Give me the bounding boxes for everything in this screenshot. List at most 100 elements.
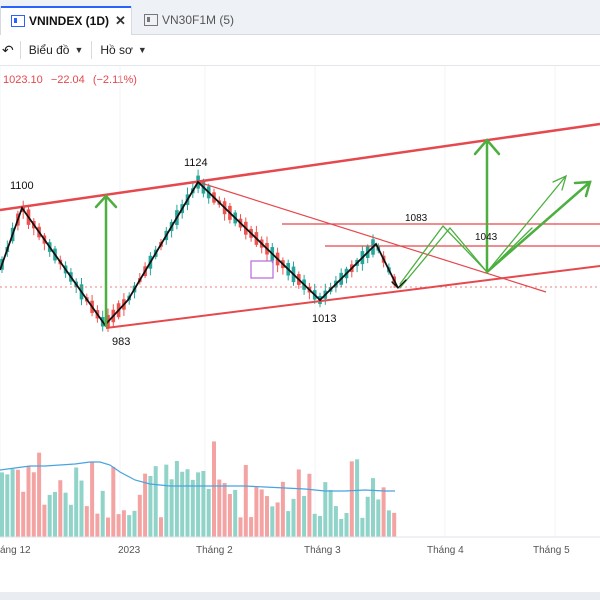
legend-change-pct: (−2.11%) bbox=[92, 74, 137, 86]
volume-bar bbox=[371, 478, 375, 537]
volume-bar bbox=[365, 496, 370, 537]
highlight-box bbox=[250, 260, 274, 279]
projection-arrows bbox=[94, 138, 592, 328]
volume-bar bbox=[275, 502, 280, 537]
volume-bar bbox=[286, 511, 291, 537]
annotation-1100: 1100 bbox=[10, 180, 34, 192]
volume-bar bbox=[79, 480, 84, 537]
tab-vnindex[interactable]: VNINDEX (1D) ✕ bbox=[0, 6, 132, 35]
volume-bar bbox=[174, 460, 179, 537]
x-axis-labels: áng 12 2023 Tháng 2 Tháng 3 Tháng 4 Thán… bbox=[0, 545, 570, 556]
volume-bar bbox=[148, 475, 153, 537]
volume-bar bbox=[185, 469, 190, 537]
x-tick-label: Tháng 5 bbox=[533, 545, 570, 556]
volume-bar bbox=[37, 452, 42, 537]
chart-icon bbox=[11, 15, 25, 27]
volume-bar bbox=[312, 513, 317, 537]
volume-bar bbox=[100, 490, 105, 537]
volume-bar bbox=[84, 506, 89, 537]
volume-bar bbox=[106, 517, 110, 537]
volume-bar bbox=[227, 493, 232, 537]
volume-bar bbox=[333, 506, 338, 537]
lower-trendline bbox=[105, 265, 600, 329]
volume-bar bbox=[164, 464, 169, 537]
volume-bar bbox=[53, 491, 57, 537]
volume-bar bbox=[26, 465, 31, 537]
volume-bar bbox=[291, 498, 296, 537]
price-chart[interactable]: 1100 1124 983 1013 1083 1043 áng 12 2023… bbox=[0, 66, 600, 592]
volume-bar bbox=[296, 469, 301, 537]
bottom-scrollbar[interactable] bbox=[0, 592, 600, 600]
volume-bar bbox=[31, 472, 36, 537]
volume-bar bbox=[280, 481, 285, 537]
volume-bar bbox=[339, 518, 344, 537]
volume-bar bbox=[196, 472, 201, 537]
annotation-1013: 1013 bbox=[312, 313, 336, 325]
volume-bar bbox=[42, 504, 47, 537]
candles bbox=[0, 169, 396, 332]
annotation-1083: 1083 bbox=[405, 213, 428, 224]
tab-vn30f1m[interactable]: VN30F1M (5) bbox=[134, 6, 244, 34]
volume-bar bbox=[381, 487, 386, 537]
annotation-1124: 1124 bbox=[184, 157, 208, 169]
x-tick-label: áng 12 bbox=[0, 545, 31, 556]
volume-bar bbox=[153, 466, 158, 537]
annotation-1043: 1043 bbox=[475, 232, 498, 243]
tab-label: VNINDEX (1D) bbox=[29, 14, 110, 28]
volume-bar bbox=[206, 488, 211, 537]
x-tick-label: Tháng 2 bbox=[196, 545, 233, 556]
annotation-983: 983 bbox=[112, 336, 130, 348]
volume-bar bbox=[233, 489, 238, 537]
tab-label: VN30F1M (5) bbox=[162, 13, 235, 27]
volume-bar bbox=[217, 479, 222, 537]
price-annotations: 1100 1124 983 1013 1083 1043 bbox=[10, 157, 498, 348]
volume-bar bbox=[159, 517, 163, 537]
volume-bar bbox=[386, 510, 391, 537]
volume-bar bbox=[265, 496, 269, 537]
volume-bar bbox=[127, 515, 132, 537]
grid bbox=[0, 66, 556, 537]
x-tick-label: Tháng 3 bbox=[304, 545, 341, 556]
volume-bar bbox=[270, 506, 275, 537]
volume-bar bbox=[238, 517, 243, 537]
volume-bar bbox=[58, 480, 63, 537]
pattern-zigzag bbox=[0, 180, 399, 327]
volume-bar bbox=[243, 464, 248, 537]
volume-bar bbox=[307, 473, 312, 537]
volume-ma-line bbox=[0, 461, 395, 492]
volume-bars bbox=[0, 441, 397, 537]
undo-icon[interactable]: ↶ bbox=[2, 41, 14, 58]
chart-menu-button[interactable]: Biểu đồ ▼ bbox=[28, 43, 84, 57]
volume-bar bbox=[259, 489, 264, 537]
volume-bar bbox=[201, 470, 206, 537]
close-icon[interactable]: ✕ bbox=[115, 13, 126, 28]
volume-bar bbox=[68, 504, 73, 537]
volume-bar bbox=[132, 510, 137, 537]
volume-bar bbox=[5, 474, 10, 537]
profile-menu-button[interactable]: Hồ sơ ▼ bbox=[100, 43, 147, 57]
x-tick-label: 2023 bbox=[118, 545, 141, 556]
volume-bar bbox=[116, 514, 121, 537]
volume-bar bbox=[15, 469, 20, 537]
volume-bar bbox=[344, 513, 349, 537]
legend-change: −22.04 bbox=[50, 74, 85, 86]
x-tick-label: Tháng 4 bbox=[427, 545, 464, 556]
volume-bar bbox=[254, 486, 259, 537]
volume-bar bbox=[318, 515, 322, 537]
legend-price: 1023.10 bbox=[3, 74, 43, 86]
volume-bar bbox=[47, 494, 52, 537]
upper-trendline bbox=[0, 122, 600, 212]
volume-bar bbox=[143, 473, 148, 537]
volume-bar bbox=[0, 472, 4, 537]
tab-bar: VNINDEX (1D) ✕ VN30F1M (5) bbox=[0, 0, 600, 35]
volume-bar bbox=[63, 492, 68, 537]
volume-bar bbox=[169, 479, 174, 537]
volume-bar bbox=[212, 441, 216, 537]
volume-bar bbox=[360, 517, 365, 537]
volume-bar bbox=[190, 479, 195, 537]
volume-bar bbox=[355, 459, 360, 537]
volume-bar bbox=[302, 495, 307, 537]
volume-bar bbox=[249, 517, 254, 537]
volume-bar bbox=[111, 466, 116, 537]
chart-icon bbox=[144, 14, 158, 26]
